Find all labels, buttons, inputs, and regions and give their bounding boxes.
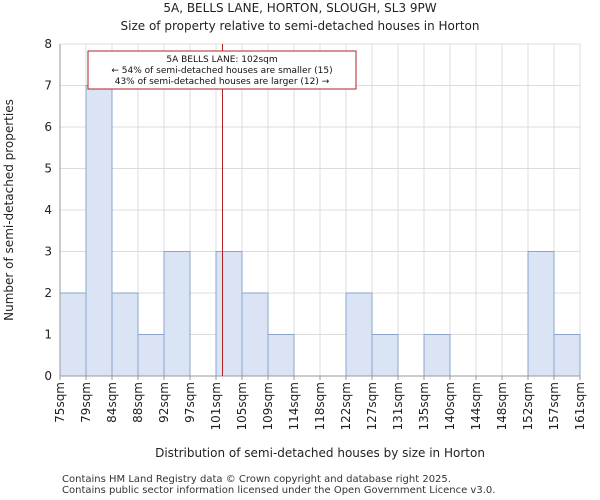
histogram-bar (423, 334, 451, 377)
x-tick-label: 131sqm (391, 382, 405, 430)
x-tick-label: 105sqm (235, 382, 249, 430)
x-tick-label: 144sqm (469, 382, 483, 430)
x-tick-label: 148sqm (495, 382, 509, 430)
annotation-box (87, 50, 357, 90)
y-tick-label: 2 (44, 286, 52, 300)
chart-title: 5A, BELLS LANE, HORTON, SLOUGH, SL3 9PW (163, 1, 437, 15)
footer-line-2: Contains public sector information licen… (62, 485, 496, 496)
x-tick-label: 157sqm (547, 382, 561, 430)
x-tick-label: 152sqm (521, 382, 535, 430)
y-tick-label: 4 (44, 203, 52, 217)
x-tick-label: 88sqm (131, 382, 145, 423)
chart-subtitle: Size of property relative to semi-detach… (120, 19, 480, 33)
histogram-bar (163, 251, 191, 377)
y-tick-label: 0 (44, 369, 52, 383)
histogram-bar (59, 292, 87, 377)
x-tick-label: 140sqm (443, 382, 457, 430)
y-tick-label: 8 (44, 37, 52, 51)
histogram-bar (371, 334, 399, 377)
histogram-bar (111, 292, 139, 377)
y-tick-label: 6 (44, 120, 52, 134)
x-tick-label: 75sqm (53, 382, 67, 423)
x-tick-label: 84sqm (105, 382, 119, 423)
histogram-bar (241, 292, 269, 377)
x-tick-label: 79sqm (79, 382, 93, 423)
x-tick-label: 127sqm (365, 382, 379, 430)
x-tick-label: 109sqm (261, 382, 275, 430)
x-tick-label: 97sqm (183, 382, 197, 423)
x-tick-label: 114sqm (287, 382, 301, 430)
x-tick-label: 101sqm (209, 382, 223, 430)
annotation-line: 5A BELLS LANE: 102sqm (166, 55, 277, 65)
histogram-bar (215, 251, 243, 377)
annotation-line: ← 54% of semi-detached houses are smalle… (111, 66, 332, 76)
histogram-bar (85, 85, 113, 377)
y-tick-label: 5 (44, 162, 52, 176)
y-tick-label: 3 (44, 245, 52, 259)
x-tick-label: 161sqm (573, 382, 587, 430)
y-tick-label: 7 (44, 79, 52, 93)
x-tick-label: 92sqm (157, 382, 171, 423)
footer-line-1: Contains HM Land Registry data © Crown c… (62, 474, 451, 485)
x-axis-label: Distribution of semi-detached houses by … (155, 446, 485, 460)
histogram-bar (267, 334, 295, 377)
x-tick-label: 122sqm (339, 382, 353, 430)
histogram-bar (137, 334, 165, 377)
histogram-bar (553, 334, 581, 377)
y-axis-label: Number of semi-detached properties (2, 99, 16, 321)
x-tick-label: 135sqm (417, 382, 431, 430)
y-tick-label: 1 (44, 328, 52, 342)
annotation-line: 43% of semi-detached houses are larger (… (115, 77, 330, 87)
histogram-bar (345, 292, 373, 377)
x-tick-label: 118sqm (313, 382, 327, 430)
histogram-bar (527, 251, 555, 377)
